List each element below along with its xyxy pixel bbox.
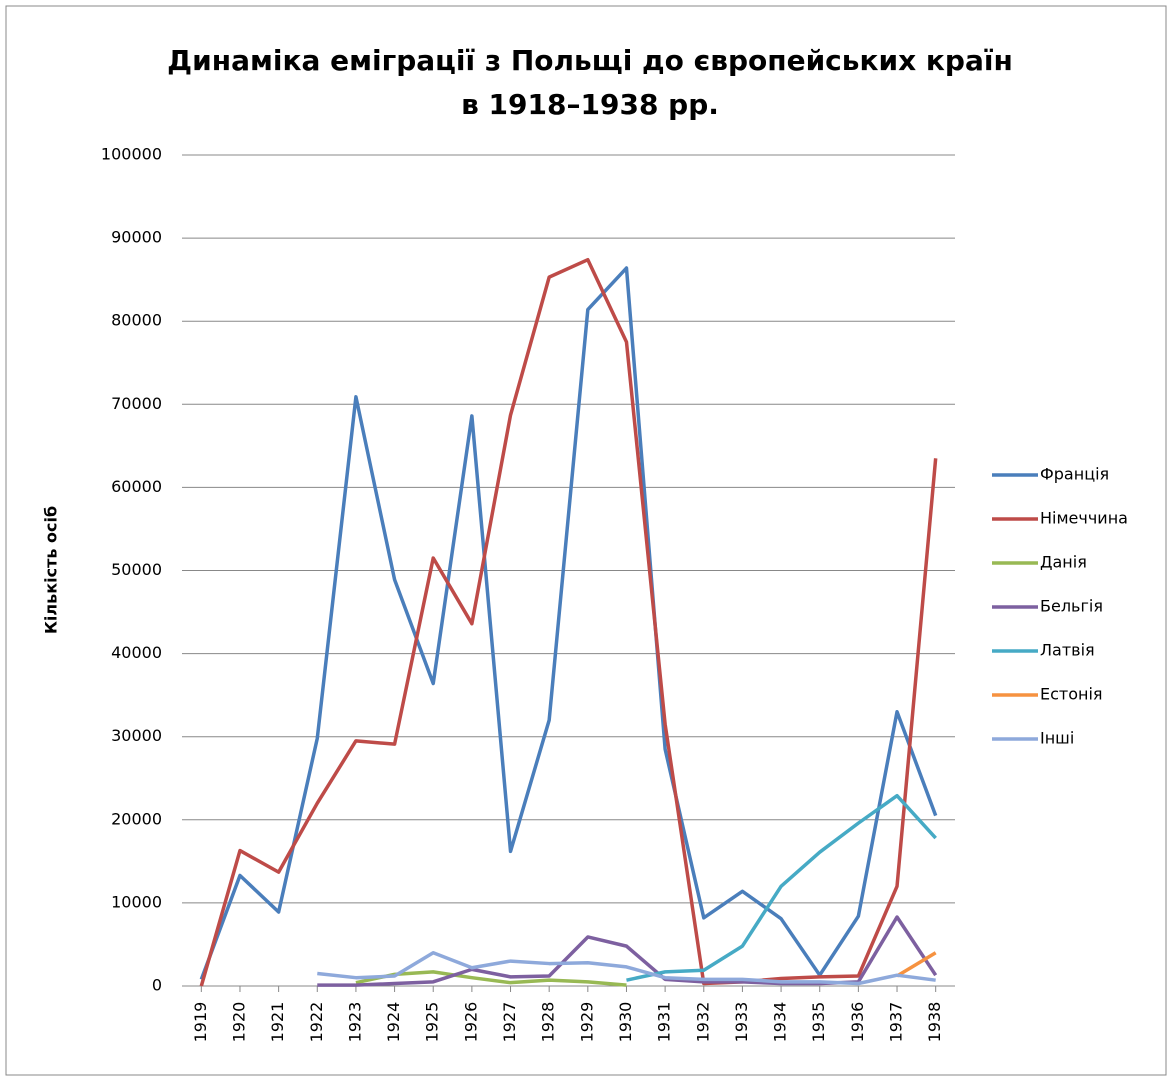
series-line: [317, 951, 936, 986]
series-line: [199, 266, 938, 980]
x-tick-label: 1934: [771, 1002, 790, 1043]
x-tick-label: 1931: [655, 1002, 674, 1043]
y-tick-label: 30000: [111, 726, 162, 745]
y-tick-label: 90000: [111, 228, 162, 247]
legend-label: Естонія: [1040, 685, 1103, 704]
x-tick-label: 1922: [307, 1002, 326, 1043]
legend-label: Інші: [1040, 729, 1074, 748]
x-tick-label: 1927: [500, 1002, 519, 1043]
x-tick-label: 1935: [809, 1002, 828, 1043]
chart-title: Динаміка еміграції з Польщі до європейсь…: [167, 44, 1013, 77]
legend-label: Франція: [1040, 465, 1109, 484]
legend-label: Латвія: [1040, 641, 1095, 660]
x-tick-label: 1926: [461, 1002, 480, 1043]
y-tick-label: 20000: [111, 809, 162, 828]
legend-label: Бельгія: [1040, 597, 1103, 616]
y-tick-label: 100000: [101, 145, 162, 164]
y-tick-label: 80000: [111, 311, 162, 330]
series-line: [626, 793, 937, 982]
x-tick-label: 1925: [423, 1002, 442, 1043]
x-tick-label: 1919: [191, 1002, 210, 1043]
y-tick-label: 0: [152, 976, 162, 995]
x-tick-label: 1937: [887, 1002, 906, 1043]
legend-label: Німеччина: [1040, 509, 1128, 528]
series-line: [199, 257, 938, 987]
x-tick-label: 1923: [345, 1002, 364, 1043]
x-tick-label: 1921: [268, 1002, 287, 1043]
x-tick-label: 1928: [539, 1002, 558, 1043]
y-tick-label: 50000: [111, 560, 162, 579]
y-tick-label: 60000: [111, 477, 162, 496]
y-tick-label: 40000: [111, 643, 162, 662]
y-axis-label: Кількість осіб: [42, 506, 61, 634]
x-tick-label: 1932: [693, 1002, 712, 1043]
x-tick-label: 1924: [384, 1002, 403, 1043]
chart-title: в 1918–1938 рр.: [461, 88, 719, 121]
x-tick-label: 1936: [848, 1002, 867, 1043]
series-line: [896, 951, 937, 978]
x-tick-label: 1920: [229, 1002, 248, 1043]
chart-frame: [5, 5, 1167, 1076]
x-tick-label: 1929: [577, 1002, 596, 1043]
y-tick-label: 10000: [111, 892, 162, 911]
x-tick-label: 1933: [732, 1002, 751, 1043]
y-tick-label: 70000: [111, 394, 162, 413]
legend-label: Данія: [1040, 553, 1087, 572]
x-tick-label: 1930: [616, 1002, 635, 1043]
x-tick-label: 1938: [925, 1002, 944, 1043]
